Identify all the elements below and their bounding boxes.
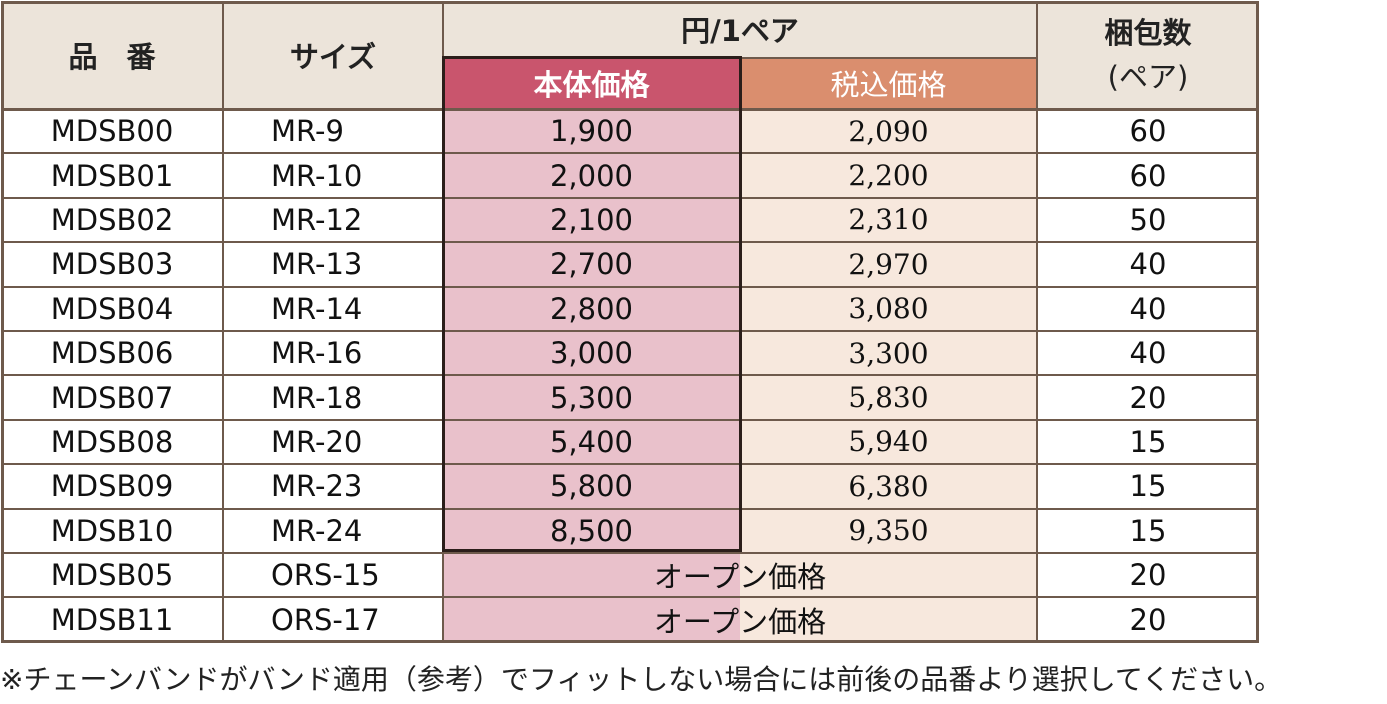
header-pack-line2: (ペア) xyxy=(1107,60,1189,94)
h-gridline xyxy=(1,507,1259,510)
cell-base-price: 5,300 xyxy=(443,375,740,420)
cell-tax-price: 6,380 xyxy=(740,464,1037,509)
open-price-bg-left xyxy=(443,553,740,598)
h-gridline xyxy=(1,596,1259,599)
cell-pack-count: 40 xyxy=(1129,336,1167,371)
v-gridline xyxy=(739,57,741,553)
v-gridline xyxy=(222,1,224,642)
cell-pack-count: 15 xyxy=(1129,469,1167,504)
cell-pack-count: 60 xyxy=(1129,158,1167,193)
open-price-bg-right xyxy=(740,553,1037,598)
cell-pack-count: 50 xyxy=(1129,202,1167,237)
cell-tax-price: 3,300 xyxy=(740,331,1037,376)
h-gridline xyxy=(1,330,1259,332)
header-part-no: 品 番 xyxy=(1,1,223,109)
h-gridline xyxy=(1,418,1259,421)
cell-tax-price: 5,940 xyxy=(740,419,1037,465)
cell-part-no: MDSB02 xyxy=(50,202,174,237)
cell-size: ORS-15 xyxy=(271,558,380,593)
cell-size: MR-10 xyxy=(271,158,363,193)
cell-part-no: MDSB00 xyxy=(50,114,174,149)
cell-size: MR-18 xyxy=(271,380,363,415)
h-gridline xyxy=(1,196,1259,199)
header-price-group: 円/1ペア xyxy=(443,1,1037,57)
cell-part-no: MDSB01 xyxy=(50,158,174,193)
cell-pack-count: 20 xyxy=(1129,558,1167,593)
cell-base-price: 2,000 xyxy=(443,153,740,198)
price-table: 品 番 サイズ 円/1ペア 本体価格 税込価格 梱包数 (ペア) MDSB00 M… xyxy=(1,1,1259,643)
h-gridline xyxy=(1,552,1259,554)
h-gridline xyxy=(1,152,1259,155)
v-gridline xyxy=(1,1,4,642)
v-gridline xyxy=(442,1,444,642)
cell-part-no: MDSB05 xyxy=(50,558,174,593)
cell-tax-price: 2,970 xyxy=(740,242,1037,287)
cell-size: MR-13 xyxy=(271,247,363,282)
cell-base-price: 2,800 xyxy=(443,286,740,331)
h-gridline xyxy=(1,285,1259,288)
cell-base-price: 5,400 xyxy=(443,419,740,465)
cell-part-no: MDSB10 xyxy=(50,513,174,548)
v-gridline xyxy=(1036,1,1038,642)
cell-size: MR-16 xyxy=(271,336,363,371)
cell-part-no: MDSB11 xyxy=(50,602,174,637)
cell-base-price: 5,800 xyxy=(443,464,740,509)
open-price-bg-right xyxy=(740,597,1037,642)
cell-part-no: MDSB06 xyxy=(50,336,174,371)
v-gridline xyxy=(1256,1,1259,642)
cell-part-no: MDSB09 xyxy=(50,469,174,504)
cell-pack-count: 15 xyxy=(1129,513,1167,548)
header-tax-price: 税込価格 xyxy=(740,57,1037,109)
cell-part-no: MDSB04 xyxy=(50,291,174,326)
cell-base-price: 2,700 xyxy=(443,242,740,287)
cell-size: MR-24 xyxy=(271,513,363,548)
cell-base-price: 1,900 xyxy=(443,109,740,154)
cell-pack-count: 60 xyxy=(1129,114,1167,149)
h-gridline xyxy=(1,374,1259,377)
cell-part-no: MDSB03 xyxy=(50,247,174,282)
h-gridline xyxy=(1,108,1259,111)
cell-pack-count: 15 xyxy=(1129,424,1167,459)
footnote: ※チェーンバンドがバンド適用（参考）でフィットしない場合には前後の品番より選択し… xyxy=(0,663,1283,696)
cell-size: MR-14 xyxy=(271,291,363,326)
header-size: サイズ xyxy=(223,1,443,109)
h-gridline xyxy=(1,1,1259,4)
cell-part-no: MDSB08 xyxy=(50,424,174,459)
cell-tax-price: 3,080 xyxy=(740,286,1037,331)
cell-pack-count: 40 xyxy=(1129,291,1167,326)
h-gridline xyxy=(1,639,1259,643)
cell-size: MR-12 xyxy=(271,202,363,237)
cell-tax-price: 2,090 xyxy=(740,109,1037,154)
cell-tax-price: 2,310 xyxy=(740,197,1037,243)
h-gridline xyxy=(1,241,1259,244)
header-pack-line1: 梱包数 xyxy=(1104,16,1192,50)
cell-base-price: 3,000 xyxy=(443,331,740,376)
cell-size: MR-23 xyxy=(271,469,363,504)
cell-pack-count: 20 xyxy=(1129,380,1167,415)
header-pack-count: 梱包数 (ペア) xyxy=(1037,1,1259,109)
cell-part-no: MDSB07 xyxy=(50,380,174,415)
cell-base-price: 8,500 xyxy=(443,508,740,553)
h-gridline xyxy=(1,463,1259,466)
header-base-price: 本体価格 xyxy=(443,57,740,109)
cell-tax-price: 2,200 xyxy=(740,153,1037,198)
cell-base-price: 2,100 xyxy=(443,197,740,243)
cell-tax-price: 5,830 xyxy=(740,375,1037,420)
cell-pack-count: 20 xyxy=(1129,602,1167,637)
cell-tax-price: 9,350 xyxy=(740,508,1037,553)
cell-size: ORS-17 xyxy=(271,602,380,637)
cell-open-price: オープン価格 xyxy=(653,560,827,595)
cell-size: MR-9 xyxy=(271,114,344,149)
cell-pack-count: 40 xyxy=(1129,247,1167,282)
cell-open-price: オープン価格 xyxy=(653,604,827,639)
open-price-bg-left xyxy=(443,597,740,642)
cell-size: MR-20 xyxy=(271,424,363,459)
